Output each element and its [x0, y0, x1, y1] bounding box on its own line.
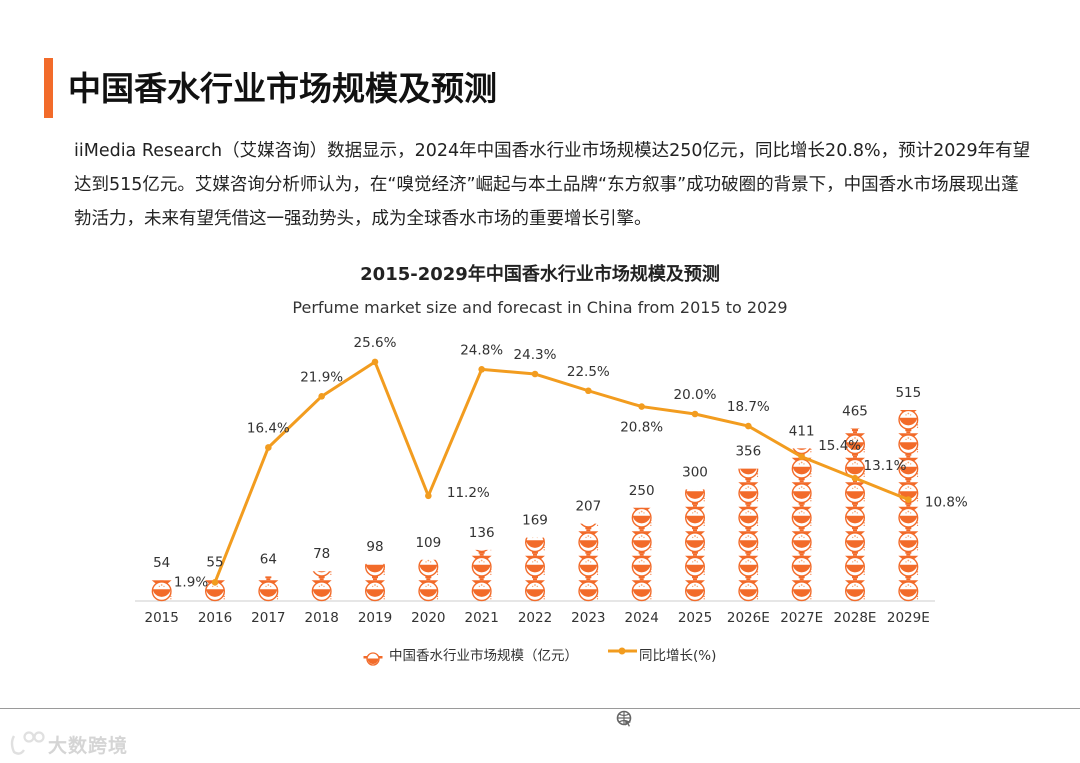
x-tick-label-2015: 2015 — [144, 610, 178, 626]
bar-value-label-2026E: 356 — [735, 444, 761, 460]
bar-value-label-2016: 55 — [206, 555, 223, 571]
growth-point-2028E — [851, 474, 859, 482]
chart-subtitle: Perfume market size and forecast in Chin… — [292, 298, 787, 317]
x-tick-label-2024: 2024 — [624, 610, 658, 626]
bar-2028E — [844, 428, 866, 602]
line-layer — [211, 358, 912, 586]
growth-label-2027E: 15.4% — [818, 438, 861, 454]
bar-2020 — [417, 559, 440, 602]
bar-2024 — [630, 507, 653, 602]
bar-2015 — [150, 580, 173, 602]
growth-point-2019 — [371, 358, 379, 366]
bar-2017 — [257, 576, 280, 602]
x-tick-label-2017: 2017 — [251, 610, 285, 626]
growth-label-2016: 1.9% — [174, 574, 208, 590]
growth-point-2020 — [425, 492, 432, 500]
growth-point-2016 — [211, 579, 219, 586]
x-tick-label-2025: 2025 — [678, 610, 712, 626]
bar-2023 — [577, 523, 600, 602]
growth-point-2027E — [798, 453, 805, 461]
growth-point-2029E — [905, 496, 912, 503]
growth-label-2023: 22.5% — [567, 364, 610, 380]
title-accent-bar — [44, 58, 53, 118]
globe-cursor-icon — [616, 710, 632, 727]
bar-2026E — [737, 468, 760, 602]
x-tick-label-2023: 2023 — [571, 610, 605, 626]
bar-value-label-2017: 64 — [260, 551, 277, 567]
bar-value-label-2015: 54 — [153, 555, 170, 571]
x-tick-label-2027E: 2027E — [780, 610, 823, 626]
bar-value-label-2021: 136 — [469, 525, 495, 541]
x-tick-label-2022: 2022 — [518, 610, 552, 626]
growth-label-2022: 24.3% — [514, 347, 557, 363]
bar-value-label-2022: 169 — [522, 513, 548, 529]
x-tick-label-2028E: 2028E — [834, 610, 877, 626]
watermark-text: 大数跨境 — [48, 735, 129, 757]
growth-label-2025: 20.0% — [674, 387, 717, 403]
growth-label-2021: 24.8% — [460, 342, 503, 358]
bar-2025 — [684, 489, 706, 602]
bar-2022 — [524, 537, 546, 602]
bar-value-label-2020: 109 — [415, 535, 441, 551]
legend: 中国香水行业市场规模（亿元） 同比增长(%) — [363, 647, 716, 666]
growth-point-2022 — [531, 370, 539, 378]
growth-label-2020: 11.2% — [447, 485, 490, 501]
page-title: 中国香水行业市场规模及预测 — [68, 69, 497, 108]
growth-line — [213, 360, 909, 583]
bar-value-label-2027E: 411 — [789, 423, 815, 439]
x-tick-label-2026E: 2026E — [727, 610, 770, 626]
legend-bar-swatch — [363, 652, 383, 666]
watermark-logo-icon — [10, 731, 45, 755]
footer-divider — [0, 708, 1080, 709]
legend-bar-label: 中国香水行业市场规模（亿元） — [389, 647, 578, 664]
chart-title: 2015-2029年中国香水行业市场规模及预测 — [360, 263, 720, 285]
growth-label-2028E: 13.1% — [864, 458, 907, 474]
x-tick-label-2016: 2016 — [198, 610, 232, 626]
legend-line-label: 同比增长(%) — [639, 648, 716, 664]
bar-2019 — [364, 563, 386, 602]
x-tick-label-2029E: 2029E — [887, 610, 930, 626]
legend-line-marker — [618, 647, 626, 655]
market-size-chart: 2015-2029年中国香水行业市场规模及预测 Perfume market s… — [135, 263, 968, 666]
bar-value-label-2019: 98 — [366, 539, 383, 555]
x-tick-label-2019: 2019 — [358, 610, 392, 626]
growth-point-2026E — [745, 422, 752, 430]
growth-point-2018 — [318, 393, 325, 400]
growth-label-2017: 16.4% — [247, 420, 290, 436]
growth-point-2021 — [478, 366, 485, 373]
growth-label-2026E: 18.7% — [727, 399, 770, 415]
bar-value-label-2028E: 465 — [842, 403, 868, 419]
x-tick-label-2020: 2020 — [411, 610, 445, 626]
growth-label-2024: 20.8% — [620, 420, 663, 436]
growth-point-2025 — [691, 410, 699, 418]
bar-value-label-2024: 250 — [629, 483, 655, 499]
growth-label-2019: 25.6% — [354, 335, 397, 351]
bar-value-label-2018: 78 — [313, 546, 330, 562]
bar-value-label-2023: 207 — [575, 499, 601, 515]
growth-point-2017 — [265, 444, 272, 451]
bars-layer — [135, 410, 935, 602]
description-paragraph: iiMedia Research（艾媒咨询）数据显示，2024年中国香水行业市场… — [74, 141, 1031, 229]
growth-point-2024 — [638, 403, 645, 410]
growth-label-2029E: 10.8% — [925, 495, 968, 511]
x-tick-label-2021: 2021 — [464, 610, 498, 626]
bar-value-label-2029E: 515 — [895, 385, 921, 401]
x-tick-label-2018: 2018 — [304, 610, 338, 626]
labels-layer: 54 2015 55 2016 64 2017 78 2018 98 2019 109 2020 136… — [144, 335, 967, 626]
bar-value-label-2025: 300 — [682, 464, 708, 480]
growth-point-2023 — [585, 387, 592, 395]
growth-label-2018: 21.9% — [300, 369, 343, 385]
